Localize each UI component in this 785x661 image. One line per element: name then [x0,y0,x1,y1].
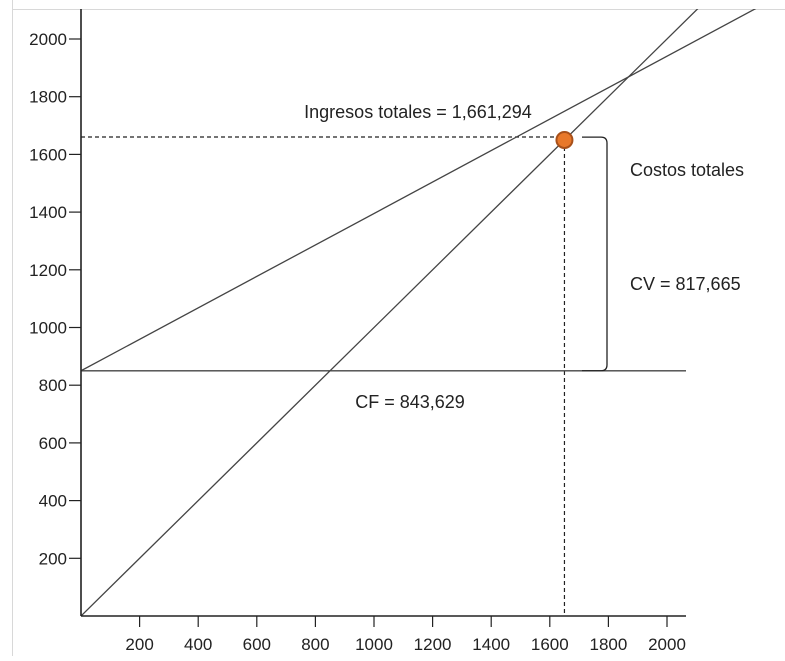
x-tick-label: 800 [301,635,329,654]
y-tick-label: 1200 [29,261,67,280]
y-tick-label: 1000 [29,319,67,338]
x-tick-label: 200 [125,635,153,654]
x-tick-label: 1200 [414,635,452,654]
chart-points [555,130,574,149]
revenue-line [81,9,699,616]
y-tick-label: 1600 [29,145,67,164]
x-tick-label: 1400 [472,635,510,654]
y-tick-label: 600 [39,434,67,453]
y-tick-label: 2000 [29,30,67,49]
y-tick-label: 200 [39,549,67,568]
x-tick-label: 1800 [589,635,627,654]
x-tick-label: 2000 [648,635,686,654]
x-tick-label: 1000 [355,635,393,654]
fixed-costs-label: CF = 843,629 [355,392,465,412]
y-tick-label: 1400 [29,203,67,222]
x-tick-label: 600 [243,635,271,654]
total-costs-brace [582,136,608,372]
chart-lines [81,9,757,616]
total-costs-label: Costos totales [630,160,744,180]
brace-shape [582,136,608,372]
break-even-point [555,130,574,149]
x-tick-label: 1600 [531,635,569,654]
variable-costs-label: CV = 817,665 [630,274,741,294]
axis-ticks: 200 400 600 800 1000 1200 1400 1600 1800 2000 200 4… [29,30,686,654]
revenue-label: Ingresos totales = 1,661,294 [304,102,532,122]
y-tick-label: 1800 [29,88,67,107]
dashed-guides [81,136,566,616]
total-cost-line [81,9,757,372]
y-tick-label: 800 [39,376,67,395]
y-tick-label: 400 [39,492,67,511]
x-tick-label: 400 [184,635,212,654]
chart-axes [80,9,686,617]
